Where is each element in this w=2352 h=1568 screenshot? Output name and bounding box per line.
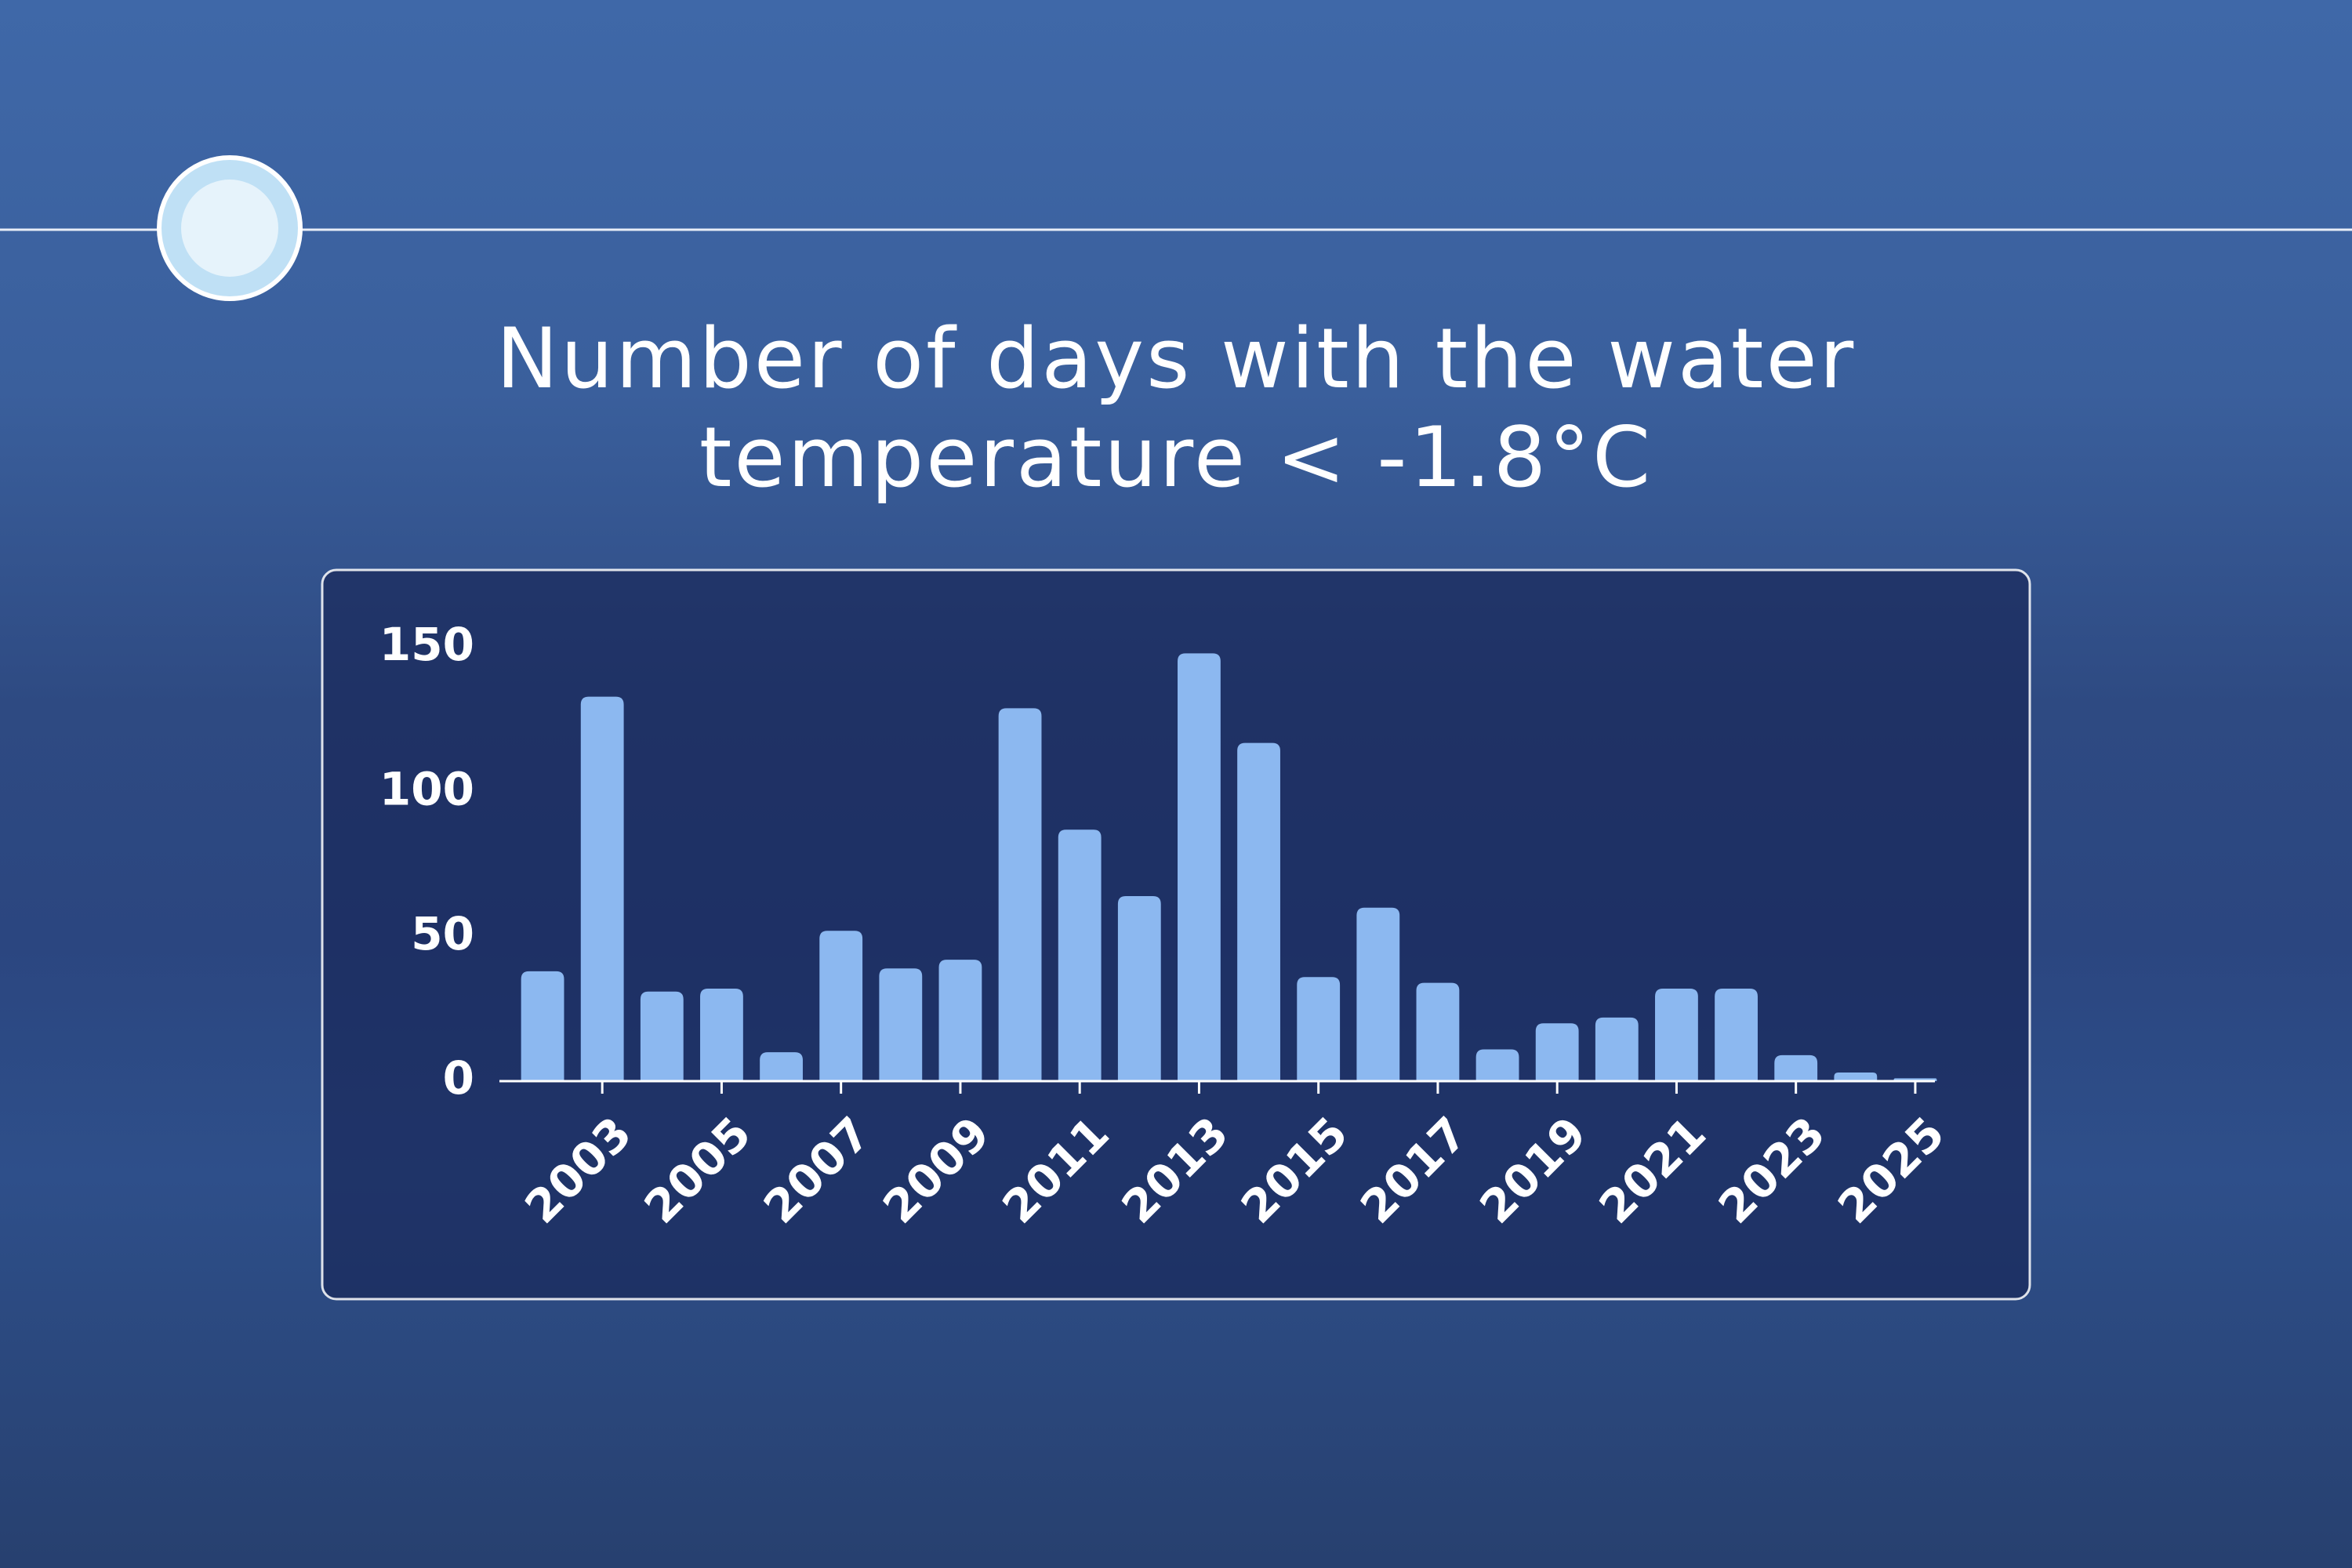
bar: [938, 960, 982, 1081]
bar: [640, 991, 684, 1081]
y-tick-label: 100: [379, 762, 474, 815]
y-tick-label: 50: [411, 907, 474, 960]
bar: [1416, 982, 1460, 1081]
bar: [1237, 742, 1280, 1081]
bar: [1834, 1072, 1878, 1081]
bar: [998, 708, 1042, 1081]
bar: [1475, 1049, 1519, 1081]
chart-title: Number of days with the water temperatur…: [495, 310, 1857, 506]
bar: [1178, 653, 1221, 1081]
bar: [1356, 907, 1400, 1081]
bar: [521, 971, 564, 1081]
bar: [1058, 829, 1102, 1081]
bar: [1595, 1017, 1639, 1081]
bar: [760, 1052, 803, 1081]
bar: [1297, 977, 1341, 1081]
logo-inner: [181, 180, 278, 277]
bar: [1535, 1023, 1579, 1081]
bar: [1117, 896, 1161, 1081]
y-tick-label: 0: [443, 1051, 474, 1105]
bar: [1774, 1054, 1818, 1081]
bar: [879, 968, 923, 1081]
y-tick-label: 150: [379, 618, 474, 671]
bar: [819, 931, 863, 1081]
bar: [1655, 989, 1698, 1081]
bar: [700, 989, 743, 1081]
chart-panel: [321, 568, 2031, 1301]
bar: [1715, 989, 1758, 1081]
bar: [580, 696, 624, 1081]
